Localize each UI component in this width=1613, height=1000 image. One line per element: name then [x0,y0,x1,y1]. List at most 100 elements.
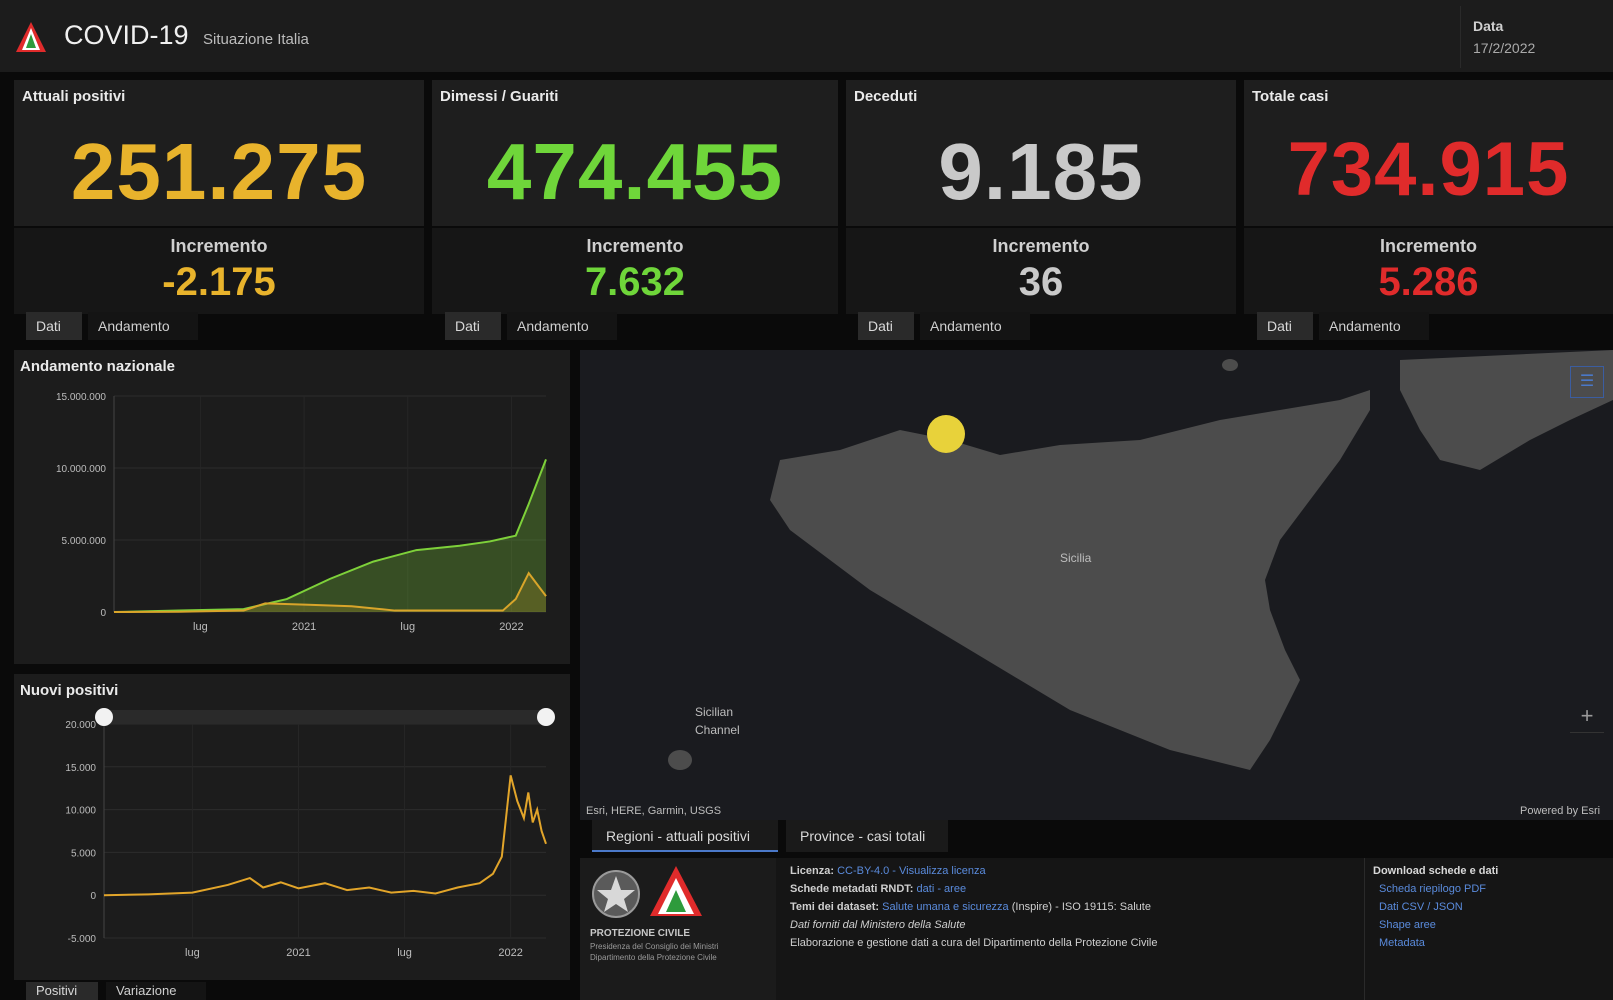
stat-value: 251.275 [70,127,368,216]
calabria-land [1400,350,1613,470]
map-attribution: Esri, HERE, Garmin, USGS [586,805,721,817]
slider-handle-start [95,708,113,726]
series-line-1 [113,571,547,613]
y-tick-label: 10.000 [65,806,96,817]
sea-label: Sicilian [695,705,733,719]
sicily-map: Sicilia Sicilian Channel Esri, HERE, Gar… [580,350,1613,820]
tab-province-casi-totali[interactable]: Province - casi totali [786,820,948,852]
stat-panel-totale-casi: Totale casi 734.915 Incremento 5.286 [1244,80,1613,314]
series-area-0 [114,459,546,612]
series-line-0 [103,775,547,897]
dataset-terms-link[interactable]: Salute umana e sicurezza [882,901,1009,913]
region-label: Sicilia [1060,551,1092,565]
italian-emblem-icon [592,870,640,918]
data-processing: Elaborazione e gestione dati a cura del … [790,937,1158,949]
series-line-0 [113,458,547,613]
chart-title: Nuovi positivi [20,682,119,699]
tab-positivi[interactable]: Positivi [26,982,98,1000]
increment-value: 7.632 [584,260,686,304]
stat-increment-area: Incremento 5.286 [1244,226,1613,314]
protezione-civile-emblem-icon [650,866,702,916]
increment-value: -2.175 [162,260,276,304]
palermo-positives-dot [927,415,965,453]
data-source: Dati forniti dal Ministero della Salute [790,919,966,931]
license-link[interactable]: CC-BY-4.0 - Visualizza licenza [837,865,986,877]
y-tick-label: 15.000.000 [56,392,106,403]
header-bar: COVID-19 Situazione Italia Data 17/2/202… [0,0,1613,74]
y-tick-label: 5.000.000 [62,536,107,547]
download-pdf-link[interactable]: Scheda riepilogo PDF [1379,883,1487,895]
x-tick-label: lug [193,621,208,633]
date-box: Data 17/2/2022 [1460,6,1611,68]
tab-regioni-attuali-positivi[interactable]: Regioni - attuali positivi [592,820,778,852]
org-subline-2: Dipartimento della Protezione Civile [590,953,717,962]
ustica-island [1222,359,1238,371]
download-metadata-link[interactable]: Metadata [1379,937,1425,949]
x-tick-label: lug [400,621,415,633]
stat-increment-area: Incremento 36 [846,226,1236,314]
tab-dati[interactable]: Dati [858,312,914,340]
y-tick-label: 10.000.000 [56,464,106,475]
stat-panel-attuali-positivi: Attuali positivi 251.275 Incremento -2.1… [14,80,424,314]
tab-dati[interactable]: Dati [1257,312,1313,340]
org-block: PROTEZIONE CIVILE Presidenza del Consigl… [580,858,776,1000]
dataset-terms-label: Temi dei dataset: [790,901,880,913]
y-tick-label: 0 [90,891,96,902]
increment-value: 5.286 [1378,260,1479,304]
stat-value: 9.185 [938,127,1144,216]
org-name: PROTEZIONE CIVILE [590,928,691,939]
credits-panel: PROTEZIONE CIVILE Presidenza del Consigl… [580,858,1613,1000]
app-title: COVID-19 [64,20,189,50]
stat-value: 474.455 [486,127,784,216]
dataset-terms-rest: (Inspire) - ISO 19115: Salute [1011,901,1151,913]
app-subtitle: Situazione Italia [203,31,309,48]
chart-title: Andamento nazionale [20,358,176,375]
tab-dati[interactable]: Dati [445,312,501,340]
sicily-land [770,390,1370,770]
metadata-label: Schede metadati RNDT: [790,883,914,895]
x-tick-label: 2022 [498,947,522,959]
license-label: Licenza: [790,865,835,877]
y-tick-label: 0 [100,608,106,619]
time-slider-track [104,710,546,724]
stat-title: Deceduti [854,88,918,105]
increment-label: Incremento [1379,236,1478,256]
y-tick-label: 20.000 [65,720,96,731]
protezione-civile-logo-icon [16,22,46,52]
zoom-in-icon[interactable]: + [1570,700,1604,733]
stat-panel-dimessi-guariti: Dimessi / Guariti 474.455 Incremento 7.6… [432,80,838,314]
andamento-chart-svg[interactable]: 15.000.000 10.000.000 5.000.000 0 lug 2021 lug… [14,350,570,664]
tab-andamento[interactable]: Andamento [88,312,198,340]
metadata-link[interactable]: dati - aree [916,883,967,895]
stat-panel-deceduti: Deceduti 9.185 Incremento 36 [846,80,1236,314]
increment-label: Incremento [586,236,684,256]
tab-dati[interactable]: Dati [26,312,82,340]
tab-andamento[interactable]: Andamento [507,312,617,340]
x-tick-label: 2021 [292,621,316,633]
legend-toggle-icon[interactable]: ☰ [1570,366,1604,398]
slider-handle-end [537,708,555,726]
stat-increment-area: Incremento 7.632 [432,226,838,314]
chart-panel-nuovi-positivi: Nuovi positivi 20.000 15.000 10.000 5.000 0 -… [14,674,570,980]
stat-title: Dimessi / Guariti [440,88,559,105]
stat-title: Totale casi [1252,88,1329,105]
downloads-title: Download schede e dati [1373,865,1499,877]
date-value: 17/2/2022 [1473,40,1536,56]
x-tick-label: 2022 [499,621,523,633]
download-shape-link[interactable]: Shape aree [1379,919,1436,931]
x-tick-label: 2021 [286,947,310,959]
downloads-block: Download schede e dati Scheda riepilogo … [1364,858,1613,1000]
tab-andamento[interactable]: Andamento [920,312,1030,340]
tab-variazione[interactable]: Variazione [106,982,206,1000]
download-csv-link[interactable]: Dati CSV / JSON [1379,901,1463,913]
y-tick-label: -5.000 [68,934,97,945]
date-label: Data [1473,18,1504,34]
egadi-island [668,750,692,770]
increment-label: Incremento [992,236,1090,256]
sea-label-2: Channel [695,723,740,737]
stat-title: Attuali positivi [22,88,126,105]
tab-andamento[interactable]: Andamento [1319,312,1429,340]
y-tick-label: 15.000 [65,763,96,774]
map-view[interactable]: Sicilia Sicilian Channel Esri, HERE, Gar… [580,350,1613,820]
nuovi-positivi-chart-svg[interactable]: 20.000 15.000 10.000 5.000 0 -5.000 lug 2021 lug… [14,674,570,980]
